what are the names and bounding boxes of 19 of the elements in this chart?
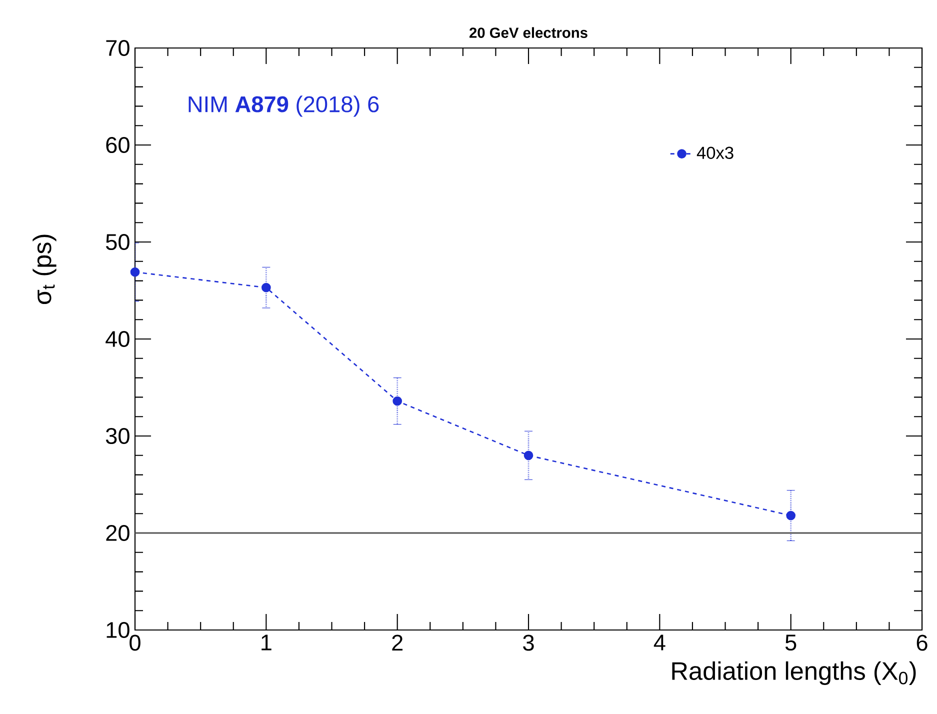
x-tick-label: 2 — [392, 634, 402, 651]
y-tick-label: 30 — [106, 428, 130, 444]
x-tick-label: 5 — [785, 634, 796, 651]
x-tick-label: 0 — [130, 634, 140, 651]
y-tick-label: 50 — [106, 234, 130, 250]
y-tick-label: 10 — [106, 622, 130, 638]
x-axis-title: Radiation lengths (X$_{0}$) — [672, 661, 916, 685]
x-tick-label: 4 — [654, 634, 666, 650]
annotation: NIM A879 (2018) 6 — [188, 96, 379, 117]
x-tick-label: 1 — [262, 634, 272, 650]
y-tick-label: 20 — [106, 524, 130, 542]
y-tick-label: 40 — [106, 330, 130, 348]
y-tick-label: 60 — [106, 136, 130, 154]
x-tick-label: 6 — [916, 634, 928, 651]
chart-title: 20 GeV electrons — [469, 27, 588, 38]
legend-label: 40x3 — [696, 146, 734, 159]
y-tick-label: 70 — [106, 40, 130, 56]
x-tick-label: 3 — [523, 634, 534, 651]
y-axis-title: σ$_{t}$ (ps) — [32, 234, 56, 304]
